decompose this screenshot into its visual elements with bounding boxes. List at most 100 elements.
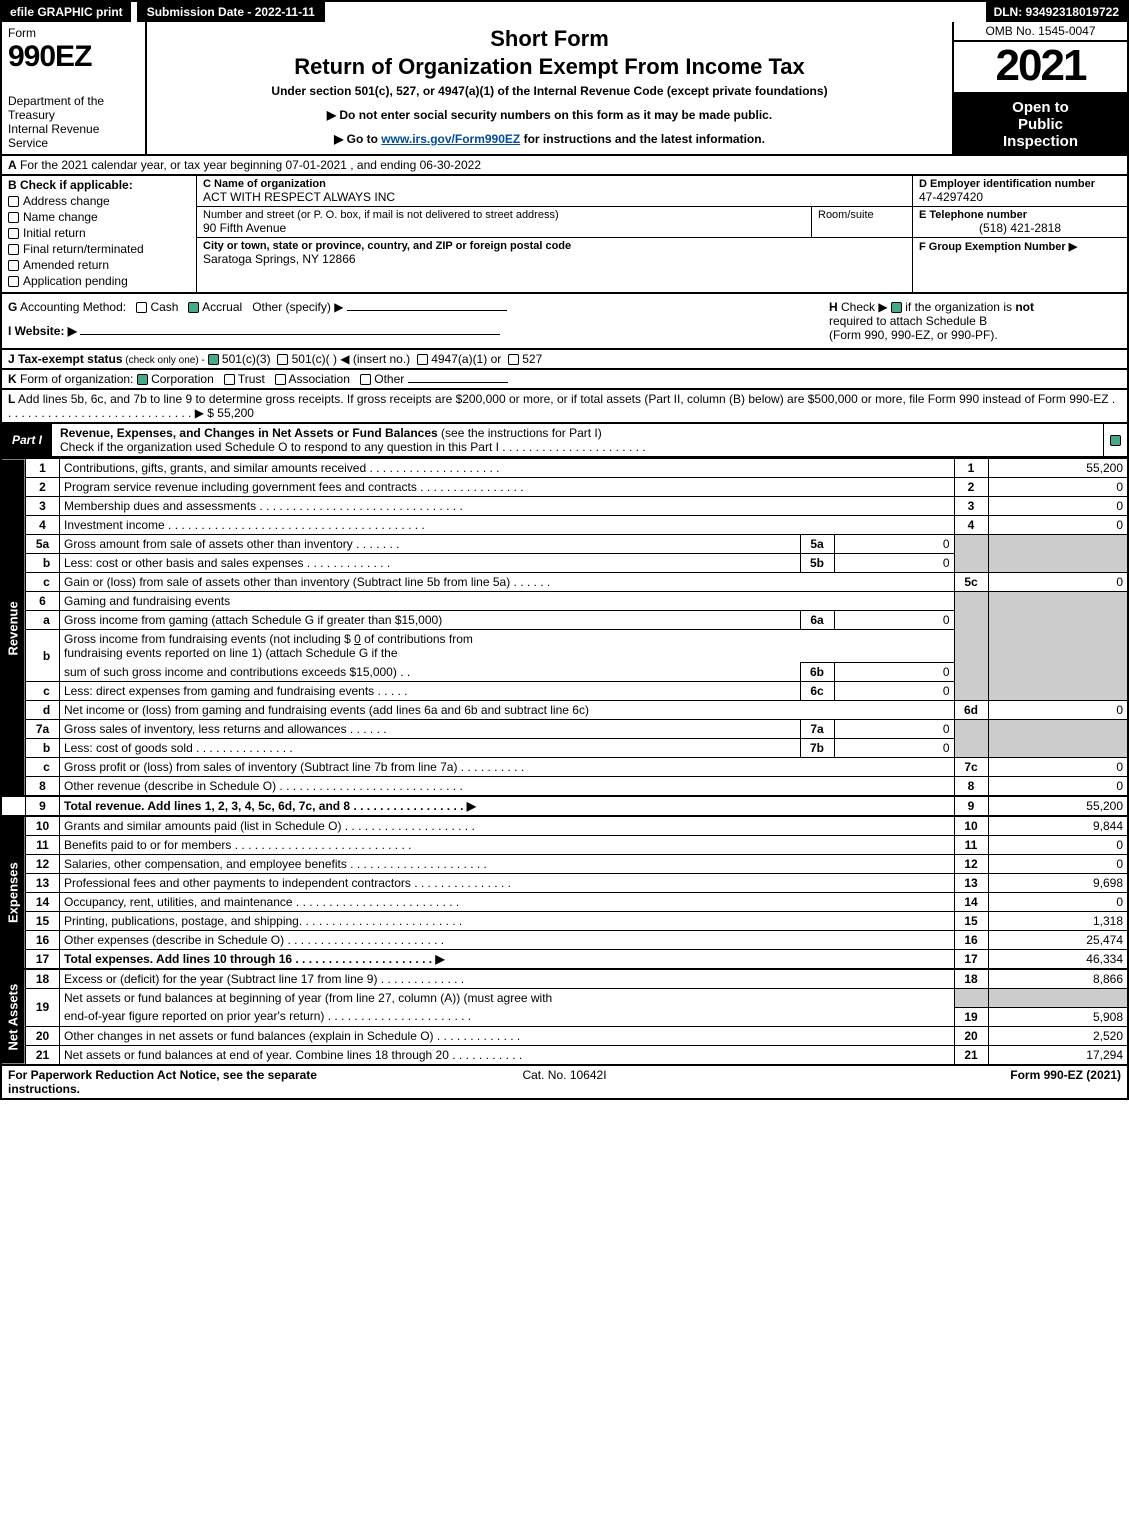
line-outlab: 10: [954, 816, 988, 836]
checkbox-trust[interactable]: [224, 374, 235, 385]
part1-title-bold: Revenue, Expenses, and Changes in Net As…: [60, 426, 441, 440]
line-num: 15: [26, 912, 60, 931]
line-desc-19-1: Net assets or fund balances at beginning…: [60, 989, 955, 1008]
efile-label[interactable]: efile GRAPHIC print: [2, 2, 131, 22]
line-desc: Benefits paid to or for members . . . . …: [60, 836, 955, 855]
form-header: Form 990EZ Department of the Treasury In…: [0, 22, 1129, 156]
line-inlab: 6b: [800, 663, 834, 682]
checkbox-4947[interactable]: [417, 354, 428, 365]
line-num: b: [26, 630, 60, 682]
irs-link[interactable]: www.irs.gov/Form990EZ: [381, 132, 520, 146]
line-desc: Occupancy, rent, utilities, and maintena…: [60, 893, 955, 912]
line-desc: Excess or (deficit) for the year (Subtra…: [60, 969, 955, 989]
grey-cell: [988, 592, 1128, 701]
inspect-line2: Public: [956, 116, 1125, 133]
opt-name-change[interactable]: Name change: [8, 210, 190, 224]
line-inval: 0: [834, 611, 954, 630]
tax-year: 2021: [954, 42, 1127, 94]
line-num: 16: [26, 931, 60, 950]
checkbox-527[interactable]: [508, 354, 519, 365]
checkbox-corporation[interactable]: [137, 374, 148, 385]
line-inlab: 7b: [800, 739, 834, 758]
row-a: A For the 2021 calendar year, or tax yea…: [0, 156, 1129, 176]
netassets-sidelabel: Net Assets: [1, 969, 26, 1065]
line-desc: Gross income from gaming (attach Schedul…: [60, 611, 801, 630]
checkbox-h[interactable]: [891, 302, 902, 313]
line-outval: 9,844: [988, 816, 1128, 836]
opt-label: Address change: [23, 194, 110, 208]
col-b: B Check if applicable: Address change Na…: [2, 176, 197, 292]
line-outlab: 6d: [954, 701, 988, 720]
footer-center: Cat. No. 10642I: [379, 1068, 750, 1096]
grey-cell: [954, 592, 988, 701]
other-org-line[interactable]: [408, 382, 508, 383]
line-outval: 0: [988, 497, 1128, 516]
part1-sub: Check if the organization used Schedule …: [60, 440, 646, 454]
k-o3: Association: [289, 372, 350, 386]
grey-cell: [954, 989, 988, 1008]
line-outval: 55,200: [988, 796, 1128, 816]
checkbox-icon[interactable]: [8, 196, 19, 207]
website-input-line[interactable]: [80, 334, 500, 335]
line-num: 19: [26, 989, 60, 1027]
h-text1: Check ▶: [838, 300, 891, 314]
opt-initial-return[interactable]: Initial return: [8, 226, 190, 240]
k-text: Form of organization:: [17, 372, 137, 386]
line-num: 12: [26, 855, 60, 874]
checkbox-501c[interactable]: [277, 354, 288, 365]
phone-label: E Telephone number: [919, 209, 1121, 221]
inspect-line3: Inspection: [956, 133, 1125, 150]
submission-date: Submission Date - 2022-11-11: [135, 2, 325, 22]
g-text: Accounting Method:: [17, 300, 126, 314]
opt-label: Amended return: [23, 258, 109, 272]
line-outlab: 2: [954, 478, 988, 497]
line-num: 10: [26, 816, 60, 836]
col-def: D Employer identification number 47-4297…: [912, 176, 1127, 292]
opt-amended-return[interactable]: Amended return: [8, 258, 190, 272]
revenue-sidelabel: Revenue: [1, 459, 26, 797]
line-desc: Gross sales of inventory, less returns a…: [60, 720, 801, 739]
line-outlab: 18: [954, 969, 988, 989]
line-num: 20: [26, 1026, 60, 1045]
opt-final-return[interactable]: Final return/terminated: [8, 242, 190, 256]
line-desc: Gain or (loss) from sale of assets other…: [60, 573, 955, 592]
header-right: OMB No. 1545-0047 2021 Open to Public In…: [952, 22, 1127, 154]
grey-cell: [988, 989, 1128, 1008]
goto-prefix: ▶ Go to: [334, 132, 381, 146]
line-num: 14: [26, 893, 60, 912]
line-outval: 17,294: [988, 1045, 1128, 1065]
other-label: Other (specify) ▶: [252, 300, 343, 314]
line-desc: Less: cost or other basis and sales expe…: [60, 554, 801, 573]
opt-application-pending[interactable]: Application pending: [8, 274, 190, 288]
row-a-label: A: [8, 158, 17, 172]
checkbox-icon[interactable]: [8, 244, 19, 255]
checkbox-501c3[interactable]: [208, 354, 219, 365]
checkbox-icon[interactable]: [8, 212, 19, 223]
part1-schedo-check[interactable]: [1103, 424, 1127, 456]
line-outval: 0: [988, 758, 1128, 777]
line-inval: 0: [834, 739, 954, 758]
k-o1: Corporation: [151, 372, 214, 386]
checkbox-accrual[interactable]: [188, 302, 199, 313]
street-value: 90 Fifth Avenue: [203, 221, 805, 235]
line-inval: 0: [834, 554, 954, 573]
checkbox-icon[interactable]: [8, 228, 19, 239]
h-text4: (Form 990, 990-EZ, or 990-PF).: [829, 328, 998, 342]
other-input-line[interactable]: [347, 310, 507, 311]
j-label: J Tax-exempt status: [8, 352, 123, 366]
opt-address-change[interactable]: Address change: [8, 194, 190, 208]
cash-label: Cash: [150, 300, 178, 314]
checkbox-cash[interactable]: [136, 302, 147, 313]
checkbox-icon[interactable]: [8, 260, 19, 271]
checkbox-other-org[interactable]: [360, 374, 371, 385]
line-outlab: 7c: [954, 758, 988, 777]
line-outlab: 16: [954, 931, 988, 950]
part1-title-rest: (see the instructions for Part I): [441, 426, 602, 440]
checkbox-icon[interactable]: [1110, 435, 1121, 446]
line-inval: 0: [834, 720, 954, 739]
checkbox-icon[interactable]: [8, 276, 19, 287]
line-outlab: 8: [954, 777, 988, 797]
checkbox-association[interactable]: [275, 374, 286, 385]
line-num: c: [26, 758, 60, 777]
row-l: L Add lines 5b, 6c, and 7b to line 9 to …: [0, 390, 1129, 424]
